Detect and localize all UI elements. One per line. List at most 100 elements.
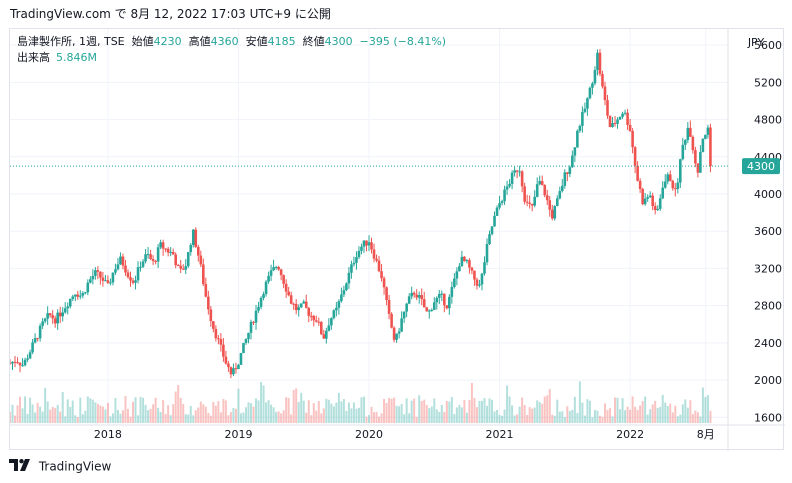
- price-chart[interactable]: 1600200024002800320036004000440048005200…: [10, 29, 785, 451]
- volume-bar: [229, 412, 232, 423]
- candle-body: [164, 248, 167, 250]
- volume-bar: [646, 414, 649, 423]
- chart-frame[interactable]: 1600 2000 2400 2800 3200 3600 4000 4400 4800 5200…: [9, 28, 785, 451]
- volume-bar: [71, 400, 74, 423]
- volume-bar: [322, 408, 325, 423]
- candle-body: [78, 295, 82, 297]
- volume-bar: [19, 396, 22, 423]
- volume-bar: [257, 400, 260, 423]
- candle-body: [232, 368, 235, 375]
- candle-body: [370, 242, 373, 250]
- candle-body: [636, 165, 639, 181]
- volume-bar: [310, 415, 313, 423]
- volume-bar: [194, 410, 197, 423]
- high-label: 高値: [188, 35, 211, 48]
- candle-body: [390, 313, 393, 328]
- volume-bar: [664, 402, 667, 423]
- candle-body: [513, 170, 516, 173]
- candle-body: [545, 195, 549, 201]
- candle-body: [448, 296, 451, 309]
- candle-body: [696, 163, 700, 173]
- candle-body: [31, 342, 34, 353]
- volume-bar: [496, 410, 499, 423]
- candle-body: [548, 200, 552, 210]
- candle-body: [86, 282, 90, 293]
- volume-bar: [119, 413, 122, 423]
- candle-body: [586, 98, 589, 109]
- candle-body: [671, 180, 675, 189]
- volume-bar: [202, 404, 205, 423]
- volume-bar: [463, 399, 466, 423]
- volume-bar: [631, 396, 634, 423]
- candle-body: [510, 172, 514, 184]
- candle-body: [63, 308, 67, 313]
- volume-bar: [81, 414, 84, 423]
- candle-body: [661, 187, 665, 199]
- volume-bar: [558, 411, 561, 423]
- volume-bar: [54, 407, 57, 423]
- candle-body: [455, 271, 459, 279]
- volume-bar: [342, 399, 345, 423]
- candle-body: [68, 298, 72, 307]
- candle-body: [656, 208, 660, 211]
- candle-body: [217, 338, 220, 340]
- candle-body: [483, 262, 486, 274]
- candle-body: [159, 242, 162, 248]
- volume-bar: [523, 405, 526, 423]
- candle-body: [134, 280, 137, 283]
- candle-body: [621, 113, 624, 117]
- candle-body: [136, 267, 140, 281]
- candle-body: [196, 247, 200, 256]
- candle-body: [345, 283, 348, 291]
- volume-bar: [247, 402, 250, 423]
- candle-body: [342, 290, 346, 295]
- volume-bar: [174, 391, 177, 423]
- volume-bar: [403, 414, 406, 423]
- candle-body: [194, 229, 198, 248]
- volume-bar: [553, 415, 556, 423]
- volume-bar: [581, 402, 584, 423]
- volume-bar: [420, 401, 423, 423]
- volume-bar: [430, 406, 433, 423]
- volume-bar: [458, 404, 461, 423]
- volume-bar: [629, 409, 632, 423]
- candle-body: [279, 269, 283, 276]
- candle-body: [528, 202, 531, 204]
- volume-bar: [370, 406, 373, 423]
- candle-body: [598, 52, 602, 75]
- candle-body: [684, 140, 687, 145]
- volume-bar: [578, 381, 581, 423]
- volume-bar: [239, 413, 242, 423]
- volume-bar: [460, 407, 463, 423]
- volume-bar: [503, 409, 506, 423]
- volume-bar: [360, 397, 363, 423]
- volume-bar: [302, 400, 305, 423]
- volume-bar: [132, 401, 135, 423]
- candle-body: [360, 246, 363, 251]
- volume-bar: [546, 395, 549, 423]
- y-tick-label: 2000: [754, 374, 782, 387]
- volume-bar: [593, 409, 596, 423]
- symbol-label: 島津製作所, 1週, TSE: [17, 35, 125, 48]
- candle-body: [668, 174, 672, 181]
- candle-body: [480, 273, 484, 285]
- candle-body: [658, 198, 662, 209]
- candle-body: [96, 270, 100, 272]
- volume-bar: [335, 402, 338, 423]
- candle-body: [289, 295, 293, 304]
- volume-bar: [518, 406, 521, 423]
- volume-bar: [669, 403, 672, 423]
- volume-bar: [352, 402, 355, 423]
- volume-bar: [167, 405, 170, 423]
- candle-body: [28, 352, 32, 359]
- volume-bar: [307, 400, 310, 423]
- volume-bar: [498, 414, 501, 423]
- volume-bar: [405, 398, 408, 423]
- volume-bar: [586, 399, 589, 423]
- volume-bar: [207, 412, 210, 423]
- tradingview-logo-icon: [9, 456, 31, 478]
- volume-bar: [10, 412, 11, 423]
- candle-body: [335, 307, 338, 311]
- volume-label: 出来高: [17, 51, 50, 64]
- candle-body: [114, 269, 117, 273]
